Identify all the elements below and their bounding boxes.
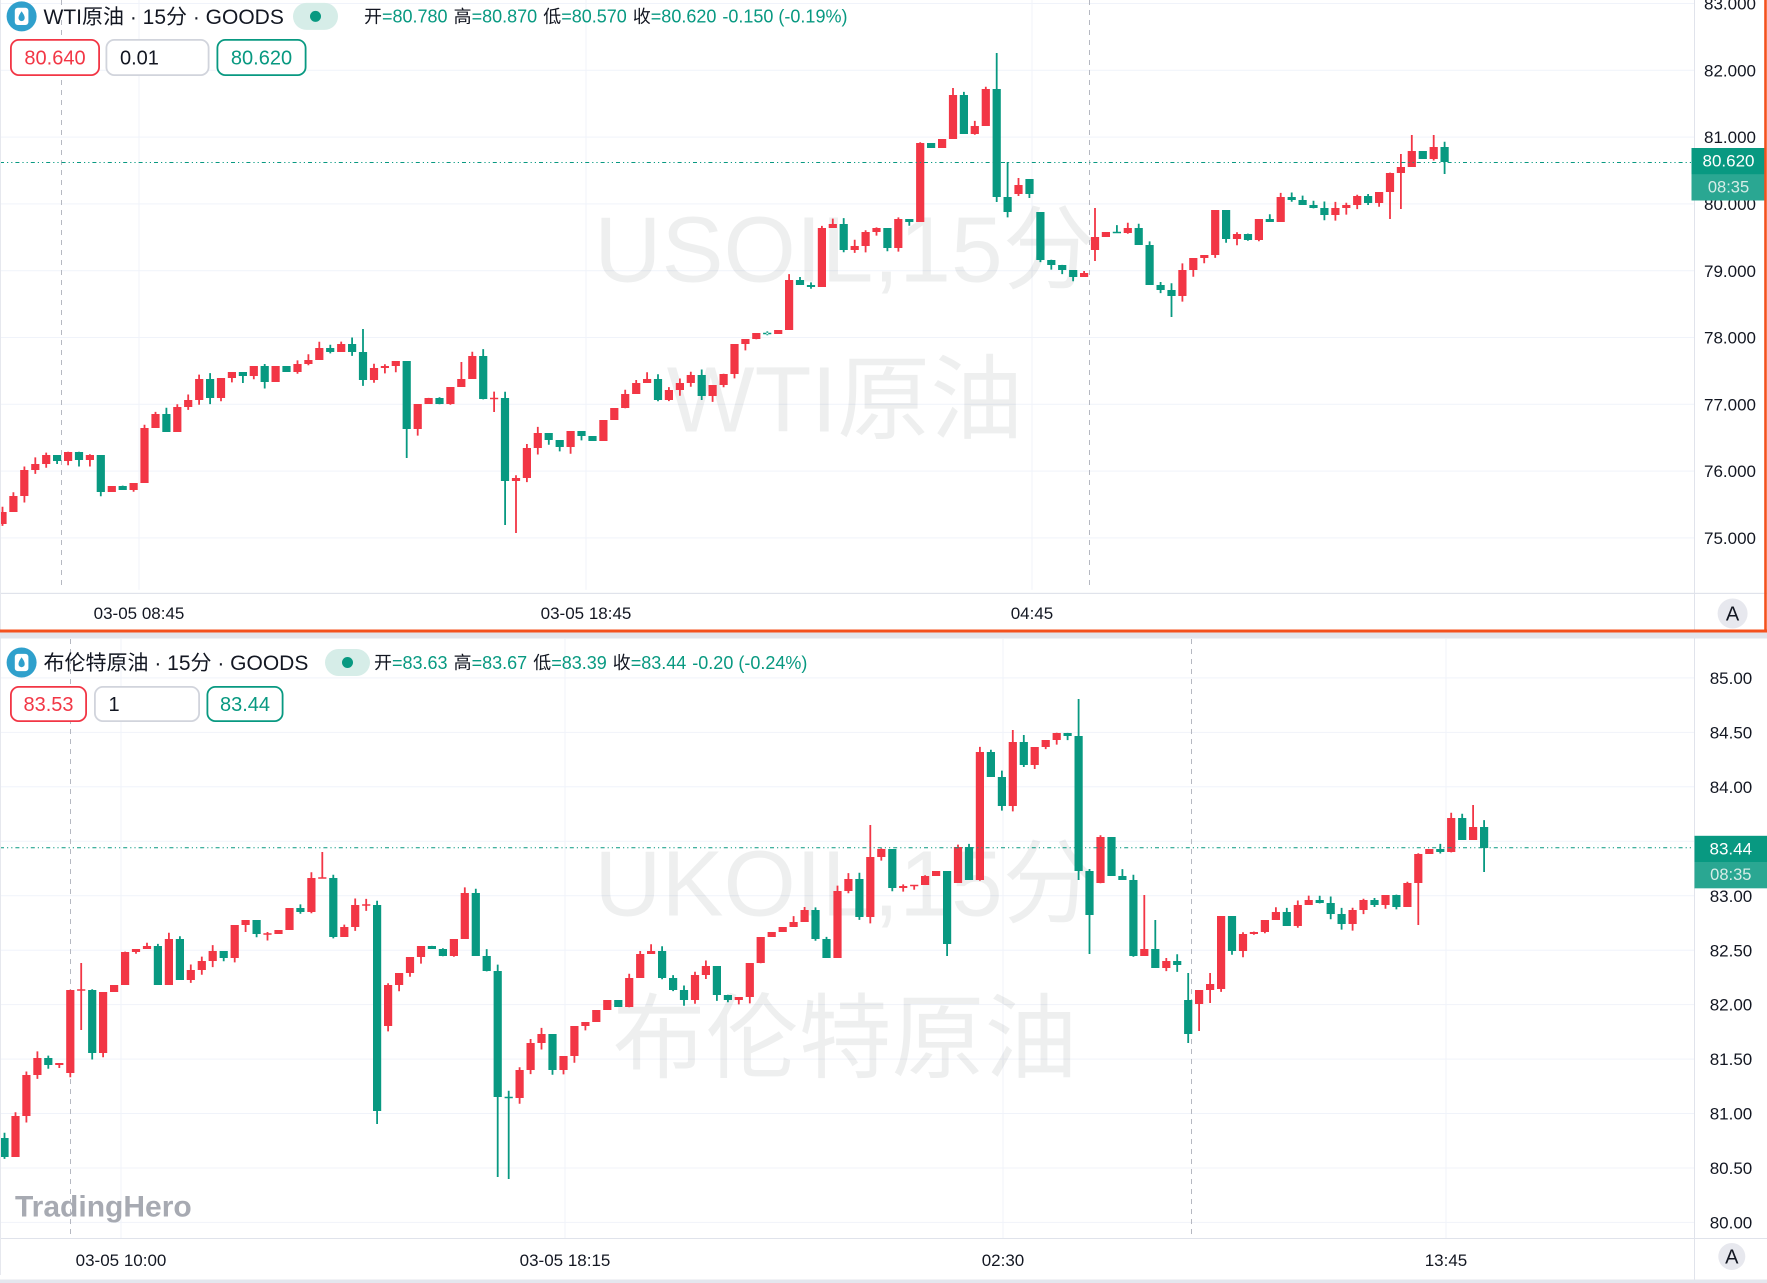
svg-text:83.00: 83.00 xyxy=(1710,887,1753,906)
svg-text:=83.44: =83.44 xyxy=(631,653,687,673)
svg-text:82.50: 82.50 xyxy=(1710,941,1753,960)
svg-text:03-05 08:45: 03-05 08:45 xyxy=(94,604,185,623)
svg-text:83.000: 83.000 xyxy=(1704,0,1756,14)
svg-text:80.640: 80.640 xyxy=(24,48,85,70)
svg-text:75.000: 75.000 xyxy=(1704,529,1756,548)
svg-text:78.000: 78.000 xyxy=(1704,329,1756,348)
svg-text:=80.870: =80.870 xyxy=(472,7,538,27)
svg-text:85.00: 85.00 xyxy=(1710,669,1753,688)
svg-text:=80.780: =80.780 xyxy=(382,7,448,27)
svg-text:80.00: 80.00 xyxy=(1710,1214,1753,1233)
svg-text:A: A xyxy=(1726,604,1740,626)
svg-text:83.53: 83.53 xyxy=(23,694,73,716)
svg-text:=80.620: =80.620 xyxy=(651,7,717,27)
svg-text:USOIL,15: USOIL,15 xyxy=(594,198,1002,302)
svg-text:80.50: 80.50 xyxy=(1710,1159,1753,1178)
svg-text:08:35: 08:35 xyxy=(1708,178,1749,196)
svg-text:· GOODS: · GOODS xyxy=(212,652,309,675)
svg-text:· 15: · 15 xyxy=(149,652,191,675)
svg-text:84.50: 84.50 xyxy=(1710,724,1753,743)
svg-text:03-05 18:45: 03-05 18:45 xyxy=(541,604,632,623)
svg-text:04:45: 04:45 xyxy=(1011,604,1054,623)
svg-text:80.620: 80.620 xyxy=(1703,152,1755,171)
svg-text:79.000: 79.000 xyxy=(1704,262,1756,281)
svg-text:· GOODS: · GOODS xyxy=(187,6,284,29)
svg-text:81.50: 81.50 xyxy=(1710,1050,1753,1069)
svg-text:03-05 18:15: 03-05 18:15 xyxy=(520,1251,611,1270)
svg-text:WTI: WTI xyxy=(667,348,837,452)
svg-text:82.00: 82.00 xyxy=(1710,996,1753,1015)
svg-text:UKOIL,15: UKOIL,15 xyxy=(594,832,1002,936)
svg-text:1: 1 xyxy=(109,694,120,716)
svg-text:80.620: 80.620 xyxy=(231,48,292,70)
svg-text:84.00: 84.00 xyxy=(1710,778,1753,797)
svg-text:81.00: 81.00 xyxy=(1710,1105,1753,1124)
svg-text:-0.20 (-0.24%): -0.20 (-0.24%) xyxy=(692,653,807,673)
svg-text:02:30: 02:30 xyxy=(982,1251,1025,1270)
svg-text:82.000: 82.000 xyxy=(1704,61,1756,80)
svg-text:76.000: 76.000 xyxy=(1704,462,1756,481)
svg-text:0.01: 0.01 xyxy=(120,48,159,70)
svg-text:77.000: 77.000 xyxy=(1704,395,1756,414)
svg-text:A: A xyxy=(1725,1247,1739,1269)
svg-text:13:45: 13:45 xyxy=(1425,1251,1468,1270)
svg-text:WTI: WTI xyxy=(44,6,82,29)
svg-text:=83.39: =83.39 xyxy=(551,653,607,673)
svg-text:=83.63: =83.63 xyxy=(392,653,448,673)
svg-text:-0.150 (-0.19%): -0.150 (-0.19%) xyxy=(722,7,847,27)
svg-text:=80.570: =80.570 xyxy=(561,7,627,27)
svg-text:08:35: 08:35 xyxy=(1710,866,1751,884)
svg-text:TradingHero: TradingHero xyxy=(15,1191,192,1224)
svg-text:83.44: 83.44 xyxy=(1710,839,1753,858)
svg-text:81.000: 81.000 xyxy=(1704,128,1756,147)
svg-text:=83.67: =83.67 xyxy=(472,653,528,673)
svg-text:83.44: 83.44 xyxy=(220,694,270,716)
svg-text:03-05 10:00: 03-05 10:00 xyxy=(76,1251,167,1270)
svg-text:· 15: · 15 xyxy=(124,6,166,29)
